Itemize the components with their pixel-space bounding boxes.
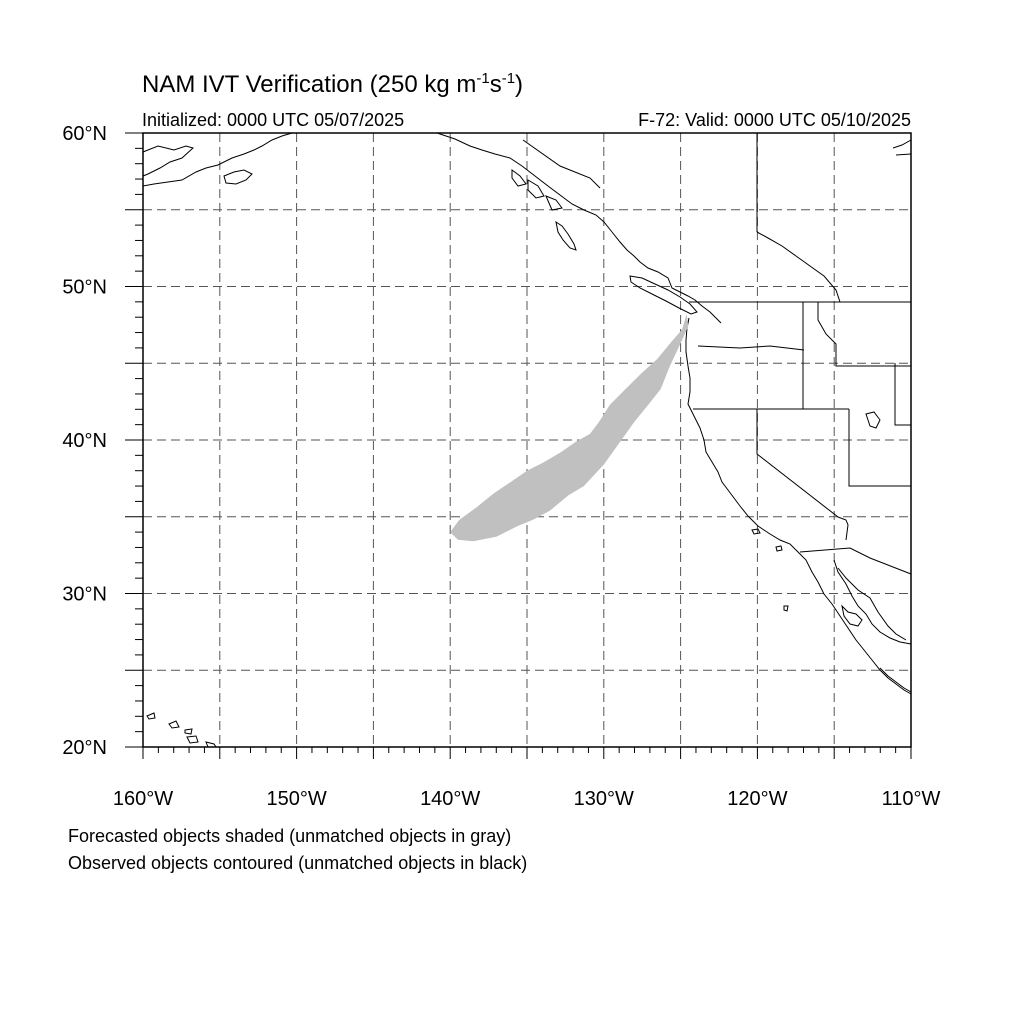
map-title: NAM IVT Verification (250 kg m-1s-1) — [142, 70, 523, 99]
coastline-path — [837, 516, 849, 541]
coastline-path — [142, 132, 293, 187]
legend-forecast: Forecasted objects shaded (unmatched obj… — [68, 826, 512, 846]
coastline-path — [511, 169, 527, 187]
lon-label: 160°W — [113, 788, 173, 810]
valid-time-label: F-72: Valid: 0000 UTC 05/10/2025 — [638, 110, 911, 130]
coastline-path — [848, 409, 911, 487]
coastline-path — [146, 712, 156, 720]
lat-label: 50°N — [62, 277, 107, 299]
grid-lines — [143, 133, 911, 747]
coastline-path — [184, 728, 193, 735]
initialized-label: Initialized: 0000 UTC 05/07/2025 — [142, 110, 405, 130]
coastline-path — [697, 345, 805, 351]
lat-label: 40°N — [62, 430, 107, 452]
coastline-path — [555, 220, 577, 251]
coastline-path — [756, 231, 841, 303]
coastline-path — [799, 547, 912, 575]
title-exponent-2: -1 — [501, 70, 516, 87]
legend-observed: Observed objects contoured (unmatched ob… — [68, 853, 528, 873]
coastline-path — [527, 179, 545, 199]
coastline-path — [756, 409, 839, 518]
lat-label: 30°N — [62, 584, 107, 606]
coastline-path — [186, 735, 199, 744]
lon-label: 120°W — [727, 788, 787, 810]
forecast-objects — [450, 314, 689, 542]
coastline-path — [879, 667, 912, 693]
coastline-path — [837, 567, 907, 641]
coastline-path — [841, 604, 863, 627]
coastline-path — [751, 528, 761, 535]
coastline-path — [817, 302, 894, 367]
coastline-path — [223, 169, 253, 185]
coastline-path — [142, 145, 195, 177]
title-close: ) — [515, 71, 524, 98]
lon-label: 110°W — [882, 788, 941, 810]
map-frame — [142, 132, 912, 748]
coastline-path — [833, 559, 912, 645]
coastline-path — [783, 605, 789, 612]
axis-labels: 60°N 50°N 40°N 30°N 20°N 160°W 150°W 140°W 130°W… — [62, 123, 940, 810]
coastline-path — [522, 139, 601, 189]
coastline-path — [895, 153, 912, 156]
lon-label: 150°W — [266, 788, 326, 810]
coastline-path — [545, 195, 563, 211]
coastline-path — [775, 545, 783, 552]
coastline-path — [865, 411, 881, 429]
coastline-path — [894, 363, 911, 426]
coastline-path — [685, 317, 912, 695]
title-text: NAM IVT Verification (250 kg m — [142, 71, 477, 98]
coastline-path — [168, 720, 180, 729]
lon-label: 140°W — [420, 788, 480, 810]
coastline-path — [629, 275, 698, 315]
title-unit-s: s — [489, 71, 502, 98]
coastline-path — [436, 132, 722, 324]
title-exponent-1: -1 — [476, 70, 490, 87]
lat-label: 20°N — [62, 737, 107, 759]
ivt-forecast-object — [450, 314, 689, 542]
axis-ticks — [125, 132, 912, 759]
coastline-path — [892, 139, 912, 149]
lat-label: 60°N — [62, 123, 107, 145]
lon-label: 130°W — [574, 788, 634, 810]
coastlines-and-borders — [142, 132, 912, 748]
